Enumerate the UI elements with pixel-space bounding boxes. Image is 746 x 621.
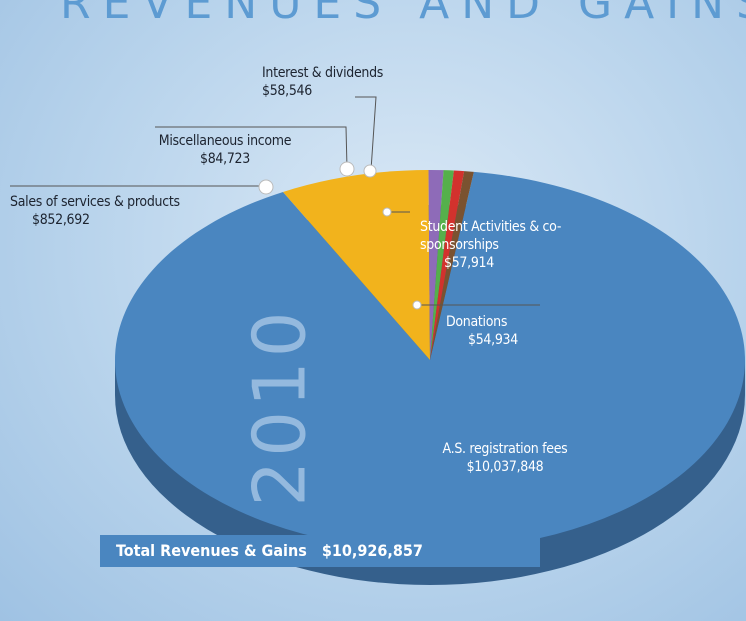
category: Student Activities & co-sponsorships: [420, 219, 562, 253]
leader-line: [155, 126, 348, 169]
category: Miscellaneous income: [158, 133, 292, 149]
value-label: $852,692: [32, 212, 90, 228]
dot: [382, 207, 392, 217]
label: Student Activities & co-sponsorships $57…: [420, 218, 610, 272]
value-label: $54,934: [468, 332, 518, 348]
label: Miscellaneous income $84,723: [115, 132, 335, 168]
year: 2010: [237, 307, 322, 507]
pie-slice: [430, 170, 454, 360]
title: REVENUES AND GAINS:: [60, 0, 746, 29]
leader-line: [355, 96, 377, 171]
total-bar: Total Revenues & Gains $10,926,857: [100, 535, 540, 567]
value-label: $58,546: [262, 83, 312, 99]
dot: [258, 179, 274, 195]
value-label: $10,037,848: [466, 459, 544, 475]
category: Sales of services & products: [10, 194, 180, 210]
category: Donations: [446, 314, 508, 330]
slices: [115, 170, 746, 550]
total-value: $10,926,857: [321, 541, 423, 560]
label: Sales of services & products $852,692: [10, 193, 180, 229]
dot: [412, 300, 422, 310]
label: Donations $54,934: [446, 313, 518, 349]
label: Interest & dividends $58,546: [262, 64, 383, 100]
total-label: Total Revenues & Gains: [116, 541, 307, 560]
dot: [363, 164, 377, 178]
pie-slice: [283, 170, 430, 360]
value-label: $57,914: [444, 255, 494, 271]
dot: [339, 161, 355, 177]
category: Interest & dividends: [262, 65, 384, 81]
pie-slice: [428, 170, 444, 360]
pie-slice: [430, 171, 474, 360]
dots: [258, 161, 422, 310]
value-label: $84,723: [200, 151, 250, 167]
label: A.S. registration fees $10,037,848: [390, 440, 620, 476]
pie-slice: [115, 171, 746, 550]
category: A.S. registration fees: [442, 441, 568, 457]
pie-slice: [430, 170, 465, 360]
